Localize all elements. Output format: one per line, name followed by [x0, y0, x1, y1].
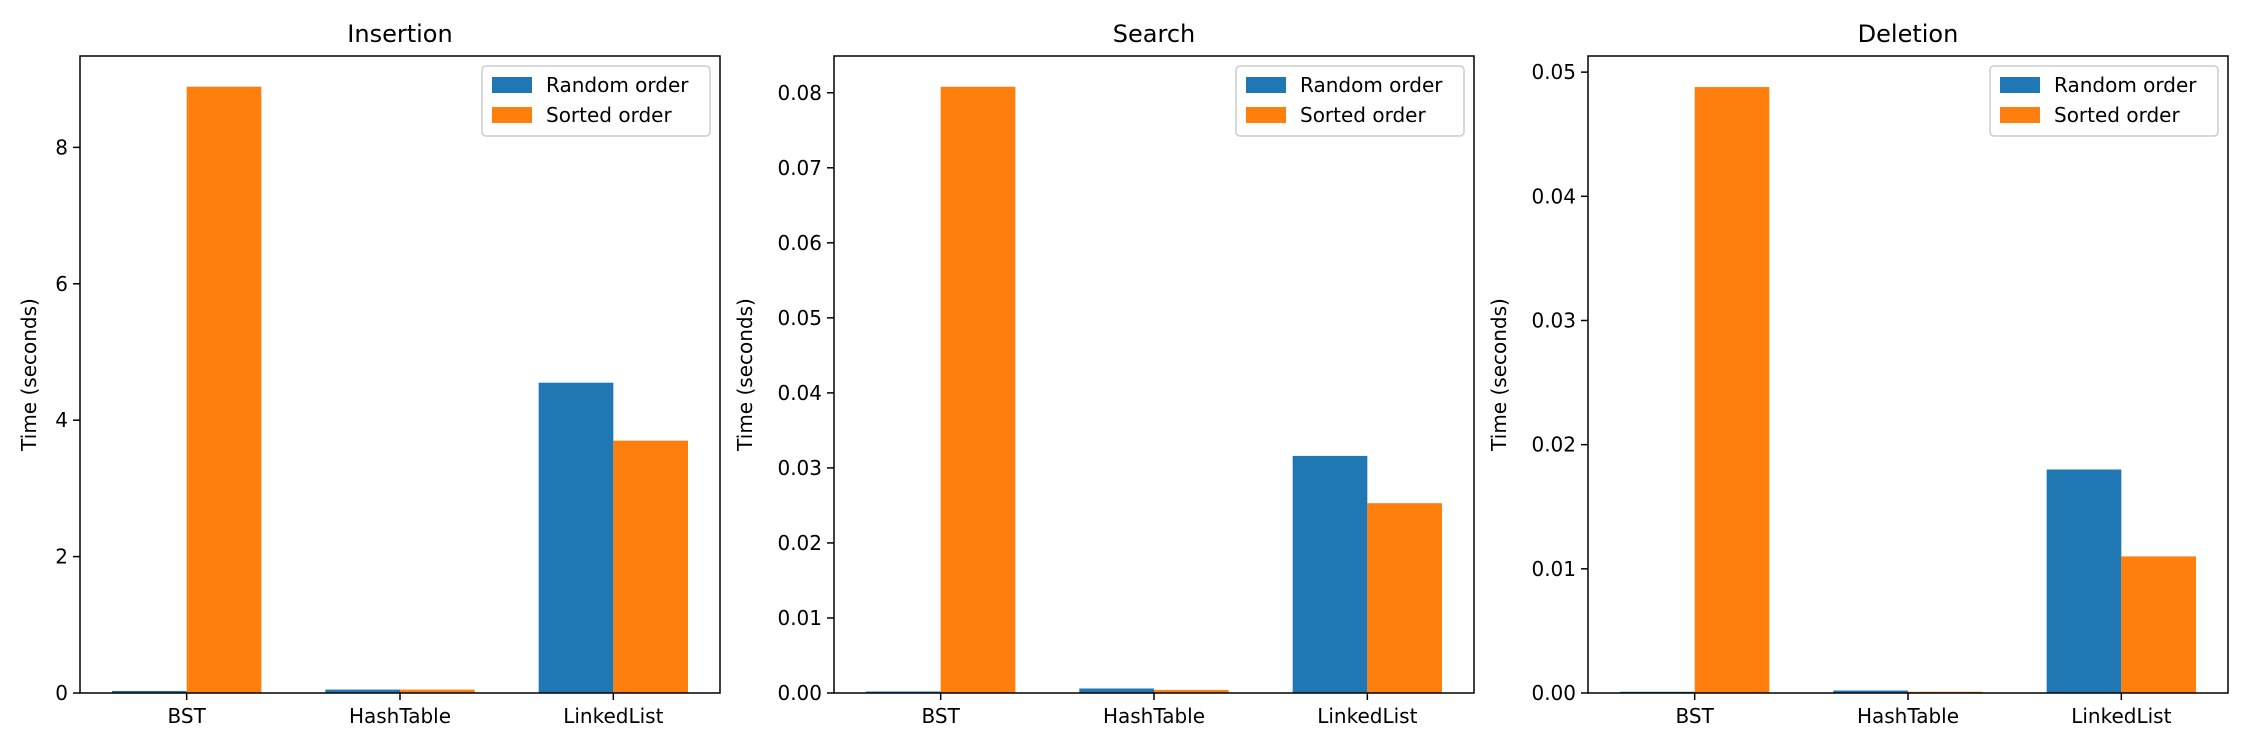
y-axis-label: Time (seconds) — [17, 298, 41, 452]
bar — [1367, 503, 1442, 693]
y-tick-label: 0.04 — [1531, 184, 1576, 208]
bar — [613, 440, 688, 693]
x-tick-label: HashTable — [349, 704, 451, 728]
y-tick-label: 2 — [55, 545, 68, 569]
x-tick-label: HashTable — [1857, 704, 1959, 728]
y-tick-label: 0.01 — [1531, 557, 1576, 581]
bar — [866, 691, 941, 693]
x-tick-label: HashTable — [1103, 704, 1205, 728]
legend-label: Random order — [546, 73, 689, 97]
legend-swatch — [1246, 77, 1286, 93]
x-tick-label: LinkedList — [2071, 704, 2171, 728]
bar — [186, 86, 262, 694]
y-tick-label: 0 — [55, 681, 68, 705]
y-axis-label: Time (seconds) — [1487, 298, 1511, 452]
bar — [325, 689, 400, 693]
legend-label: Sorted order — [1300, 103, 1426, 127]
chart-title: Insertion — [347, 20, 452, 48]
bar — [940, 86, 1016, 693]
bar — [1154, 689, 1229, 693]
y-tick-label: 0.01 — [777, 606, 822, 630]
legend-label: Random order — [1300, 73, 1443, 97]
chart-title: Search — [1113, 20, 1195, 48]
legend-box — [1989, 65, 2219, 137]
y-tick-label: 0.04 — [777, 381, 822, 405]
legend-box — [1235, 65, 1465, 137]
bar — [2046, 469, 2122, 693]
y-tick-label: 6 — [55, 272, 68, 296]
x-tick-label: LinkedList — [563, 704, 663, 728]
y-tick-label: 0.02 — [1531, 433, 1576, 457]
y-tick-label: 0.00 — [1531, 681, 1576, 705]
y-tick-label: 0.08 — [777, 81, 822, 105]
legend-swatch — [2000, 107, 2040, 123]
y-tick-label: 0.00 — [777, 681, 822, 705]
bar — [1079, 688, 1154, 693]
y-tick-label: 0.07 — [777, 156, 822, 180]
x-tick-label: BST — [168, 704, 207, 728]
legend-label: Sorted order — [2054, 103, 2180, 127]
y-tick-label: 4 — [55, 408, 68, 432]
legend-label: Random order — [2054, 73, 2197, 97]
legend-swatch — [2000, 77, 2040, 93]
bar — [2121, 556, 2196, 693]
bar — [112, 690, 187, 693]
bar — [1833, 690, 1908, 693]
y-tick-label: 0.06 — [777, 231, 822, 255]
legend-swatch — [492, 77, 532, 93]
chart-title: Deletion — [1858, 20, 1959, 48]
bar — [400, 689, 475, 693]
bar — [1292, 455, 1368, 693]
legend-box — [481, 65, 711, 137]
legend-label: Sorted order — [546, 103, 672, 127]
y-tick-label: 0.05 — [777, 306, 822, 330]
y-tick-label: 8 — [55, 135, 68, 159]
bar — [1694, 87, 1770, 693]
bar — [538, 382, 614, 693]
y-tick-label: 0.02 — [777, 531, 822, 555]
x-tick-label: BST — [922, 704, 961, 728]
x-tick-label: LinkedList — [1317, 704, 1417, 728]
y-tick-label: 0.03 — [777, 456, 822, 480]
legend-swatch — [492, 107, 532, 123]
y-axis-label: Time (seconds) — [733, 298, 757, 452]
legend-swatch — [1246, 107, 1286, 123]
x-tick-label: BST — [1676, 704, 1715, 728]
y-tick-label: 0.03 — [1531, 308, 1576, 332]
y-tick-label: 0.05 — [1531, 60, 1576, 84]
